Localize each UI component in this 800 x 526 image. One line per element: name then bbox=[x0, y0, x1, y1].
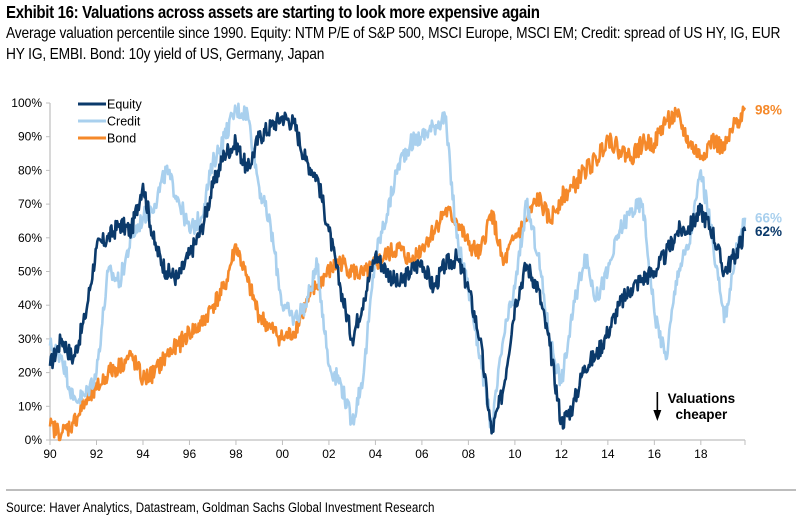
x-tick-label: 10 bbox=[508, 447, 522, 461]
x-tick-label: 12 bbox=[555, 447, 569, 461]
series-line-bond bbox=[48, 105, 747, 442]
x-tick-label: 18 bbox=[694, 447, 708, 461]
y-tick-label: 10% bbox=[18, 399, 42, 413]
y-tick-label: 100% bbox=[11, 96, 42, 110]
exhibit-title: Exhibit 16: Valuations across assets are… bbox=[6, 2, 540, 22]
y-tick-label: 0% bbox=[25, 433, 43, 447]
annotation-text: Valuations bbox=[668, 391, 736, 406]
x-tick-label: 02 bbox=[322, 447, 336, 461]
annotation-text: cheaper bbox=[675, 407, 728, 422]
y-tick-label: 90% bbox=[18, 130, 42, 144]
chart-axes: 0% 10% 20% 30% 40% 50% 60% 70% 80% 90% 100% 90 92 94 9… bbox=[11, 96, 746, 461]
chart-lines bbox=[48, 102, 747, 442]
valuation-line-chart: 0% 10% 20% 30% 40% 50% 60% 70% 80% 90% 100% 90 92 94 9… bbox=[11, 96, 782, 461]
end-label-equity: 62% bbox=[755, 224, 782, 239]
x-tick-label: 96 bbox=[183, 447, 197, 461]
y-tick-label: 60% bbox=[18, 231, 42, 245]
series-line-equity bbox=[48, 111, 747, 435]
series-line-credit bbox=[48, 102, 747, 432]
x-tick-label: 92 bbox=[90, 447, 104, 461]
footer-divider bbox=[6, 489, 796, 491]
chart-legend: Equity Credit Bond bbox=[78, 98, 142, 146]
x-tick-label: 06 bbox=[415, 447, 429, 461]
x-tick-label: 08 bbox=[462, 447, 476, 461]
y-tick-label: 30% bbox=[18, 332, 42, 346]
y-tick-label: 20% bbox=[18, 366, 42, 380]
y-tick-label: 40% bbox=[18, 298, 42, 312]
legend-label-credit: Credit bbox=[107, 115, 141, 129]
y-tick-label: 50% bbox=[18, 265, 42, 279]
x-tick-label: 14 bbox=[601, 447, 615, 461]
x-tick-label: 98 bbox=[229, 447, 243, 461]
end-label-credit: 66% bbox=[755, 211, 782, 226]
legend-label-equity: Equity bbox=[107, 98, 142, 112]
y-tick-label: 70% bbox=[18, 197, 42, 211]
end-label-bond: 98% bbox=[755, 103, 782, 118]
down-arrow-icon bbox=[653, 410, 662, 421]
x-tick-label: 90 bbox=[43, 447, 57, 461]
y-tick-label: 80% bbox=[18, 163, 42, 177]
legend-label-bond: Bond bbox=[107, 132, 136, 146]
end-labels: 62%66% 98% bbox=[755, 103, 782, 239]
x-tick-label: 04 bbox=[369, 447, 383, 461]
x-tick-label: 16 bbox=[648, 447, 662, 461]
exhibit-subtitle: Average valuation percentile since 1990.… bbox=[6, 25, 781, 63]
source-note: Source: Haver Analytics, Datastream, Gol… bbox=[6, 500, 435, 515]
x-tick-label: 00 bbox=[276, 447, 290, 461]
x-tick-label: 94 bbox=[136, 447, 150, 461]
